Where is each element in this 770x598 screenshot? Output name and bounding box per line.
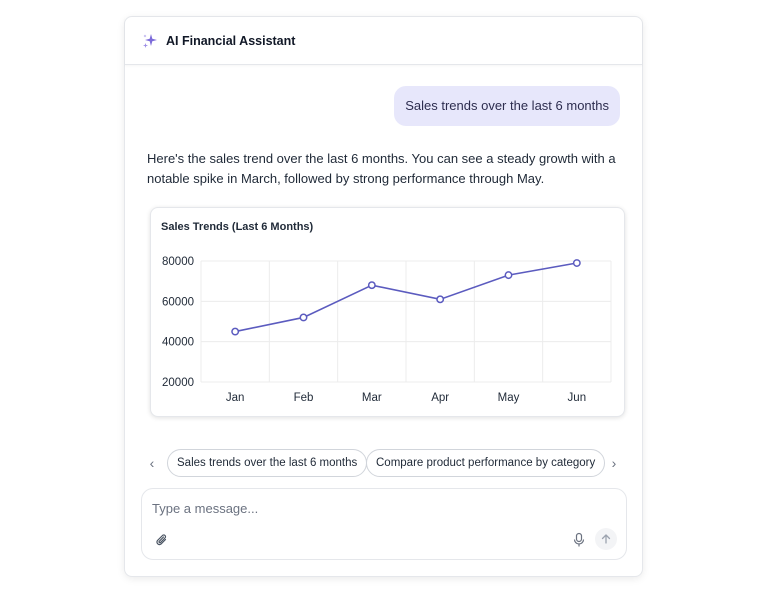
x-tick-label: Jan: [226, 392, 245, 404]
y-tick-label: 40000: [162, 337, 194, 349]
suggestion-chip[interactable]: Compare product performance by category: [366, 449, 606, 477]
x-tick-label: Apr: [431, 392, 449, 404]
x-tick-label: Mar: [362, 392, 382, 404]
data-point: [504, 271, 513, 280]
y-tick-label: 80000: [162, 256, 194, 268]
chart-card: Sales Trends (Last 6 Months) 20000 40000 6…: [150, 207, 625, 417]
message-input[interactable]: [152, 499, 552, 517]
series-line: [235, 262, 577, 333]
data-point: [231, 327, 240, 336]
chat-header: AI Financial Assistant: [125, 17, 642, 65]
chat-window: AI Financial Assistant Sales trends over…: [124, 16, 643, 577]
x-tick-label: Jun: [568, 392, 587, 404]
suggestion-bar: ‹ Sales trends over the last 6 months Co…: [125, 449, 644, 477]
chat-title: AI Financial Assistant: [166, 33, 296, 48]
y-tick-label: 20000: [162, 377, 194, 389]
user-message: Sales trends over the last 6 months: [394, 86, 620, 126]
data-point: [572, 259, 581, 267]
y-tick-label: 60000: [162, 296, 194, 308]
data-point: [299, 313, 308, 322]
assistant-message: Here's the sales trend over the last 6 m…: [147, 151, 616, 186]
chevron-left-icon[interactable]: ‹: [149, 455, 155, 471]
sales-line-chart: 20000 40000 60000 80000 Jan Feb Mar Apr May Jun: [162, 256, 612, 404]
suggestion-chip[interactable]: Sales trends over the last 6 months: [167, 449, 368, 477]
data-point: [436, 295, 445, 304]
chart-title: Sales Trends (Last 6 Months): [161, 221, 314, 233]
message-composer: [141, 488, 627, 560]
microphone-icon[interactable]: [572, 532, 586, 548]
data-point: [367, 281, 376, 290]
paperclip-icon[interactable]: [155, 533, 169, 547]
chevron-right-icon[interactable]: ›: [611, 455, 617, 471]
x-tick-label: May: [498, 392, 520, 404]
send-button[interactable]: [595, 528, 617, 550]
sparkle-icon: [143, 33, 157, 48]
x-tick-label: Feb: [294, 392, 314, 404]
arrow-up-icon: [601, 534, 611, 544]
